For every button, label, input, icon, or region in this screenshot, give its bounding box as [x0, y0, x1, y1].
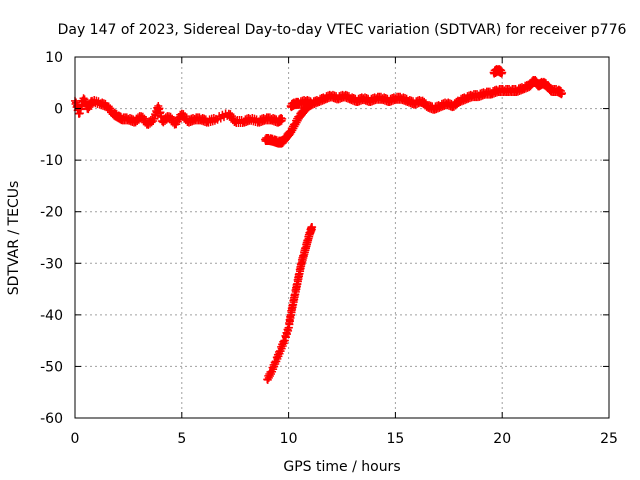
data-point	[278, 114, 287, 123]
x-axis-label: GPS time / hours	[283, 459, 400, 475]
x-tick-label: 20	[493, 431, 511, 447]
x-tick-label: 15	[386, 431, 404, 447]
y-tick-label: -40	[40, 308, 63, 324]
plot-frame	[74, 56, 610, 419]
data-point	[558, 89, 567, 98]
chart-title: Day 147 of 2023, Sidereal Day-to-day VTE…	[58, 22, 627, 38]
y-tick-label: -20	[40, 205, 63, 221]
grid-lines	[75, 57, 609, 418]
data-point	[420, 97, 429, 106]
axis-ticks: 0 5 10 15 20 25 10 0 -10 -20 -30 -40 -50 -60	[40, 50, 618, 447]
x-tick-label: 10	[280, 431, 298, 447]
series-main-track-b	[286, 75, 567, 114]
y-tick-label: -30	[40, 256, 63, 272]
x-tick-label: 25	[600, 431, 618, 447]
data-point	[498, 68, 507, 77]
y-tick-label: -60	[40, 411, 63, 427]
y-tick-label: -50	[40, 359, 63, 375]
y-axis-label: SDTVAR / TECUs	[6, 181, 22, 296]
series-outlier-top	[489, 65, 507, 78]
y-tick-label: 0	[54, 102, 63, 118]
y-tick-label: -10	[40, 153, 63, 169]
series-main-track-a	[71, 94, 287, 129]
data-point	[308, 223, 317, 232]
data-points	[71, 65, 567, 384]
data-point	[308, 99, 317, 108]
x-tick-label: 5	[177, 431, 186, 447]
series-steep-drop	[263, 222, 317, 384]
x-tick-label: 0	[71, 431, 80, 447]
y-tick-label: 10	[45, 50, 63, 66]
series-dip-segment	[261, 98, 317, 148]
